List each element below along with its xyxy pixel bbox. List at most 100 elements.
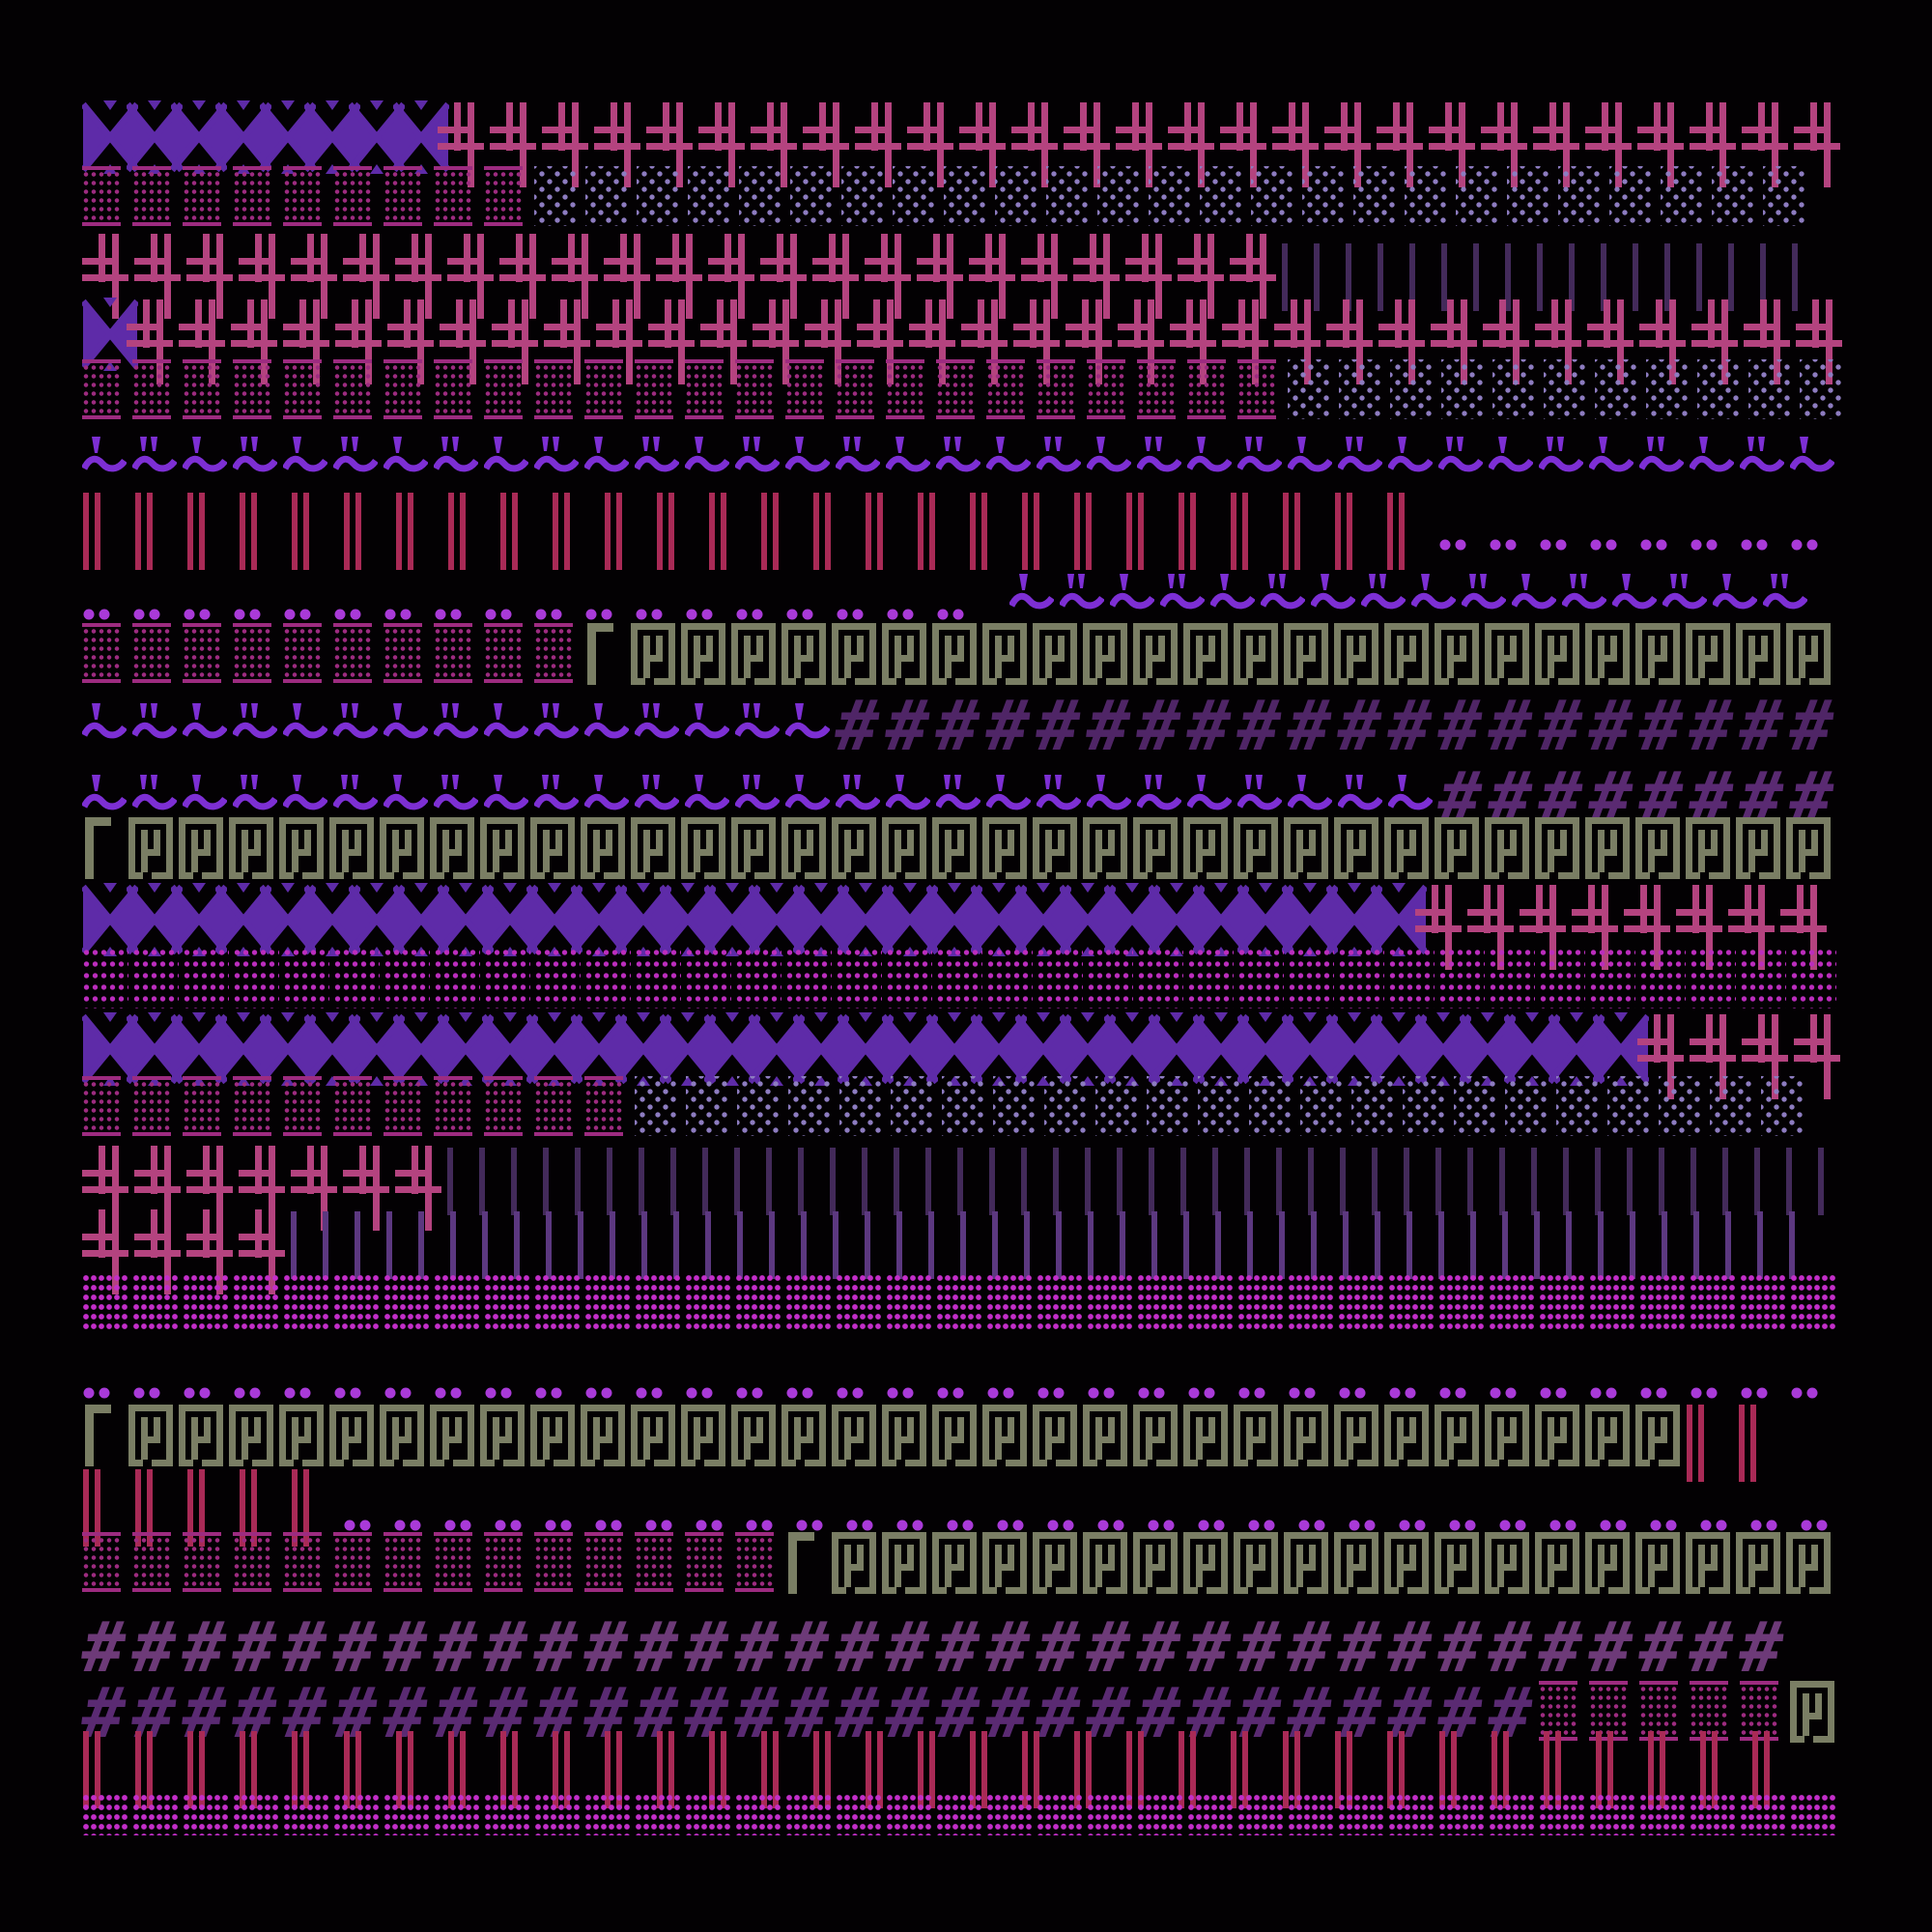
- quote-glyph: [1489, 437, 1533, 473]
- thinbar-glyph: [511, 1148, 517, 1215]
- cross-glyph: [239, 1144, 285, 1233]
- sparse-glyph: [1544, 359, 1586, 419]
- glyph-row-11: # # # # # # # # # # # # # # # # # # # #: [82, 685, 1840, 766]
- dense-glyph: [283, 166, 322, 226]
- dotpair-glyph: [886, 1385, 915, 1401]
- thinbar-glyph: [1473, 243, 1479, 311]
- sparse-glyph: [1661, 166, 1703, 226]
- dblbar-glyph: [186, 1731, 206, 1808]
- dblbar-glyph: [134, 493, 154, 570]
- maze-glyph: [1384, 1532, 1429, 1594]
- dotpair-glyph: [283, 1385, 312, 1401]
- maze-glyph: [882, 1532, 926, 1594]
- brightsmall-glyph: [1690, 1793, 1736, 1835]
- hash-glyph: #: [1735, 1606, 1788, 1688]
- glyph-row-18: [82, 1144, 1850, 1233]
- brightsmall-glyph: [1237, 1793, 1284, 1835]
- cross-glyph: [438, 100, 484, 189]
- thinbar-glyph: [1024, 1211, 1030, 1279]
- cross-glyph: [1467, 883, 1514, 972]
- glyph-row-1: [82, 100, 1846, 189]
- dotpair-glyph: [1388, 1385, 1417, 1401]
- maze-glyph: [832, 1405, 876, 1466]
- cross-glyph: [387, 298, 434, 386]
- hash-glyph: #: [1584, 1606, 1637, 1688]
- quote-glyph: [1060, 574, 1104, 611]
- sparse-glyph: [1353, 166, 1396, 226]
- bowtie-glyph: [82, 298, 138, 371]
- thinbar-glyph: [450, 1211, 456, 1279]
- cross-glyph: [447, 232, 494, 321]
- sparse-glyph: [790, 166, 833, 226]
- bright-glyph: [132, 1273, 179, 1333]
- bright-glyph: [1338, 1273, 1384, 1333]
- dotpair-glyph: [132, 1385, 161, 1401]
- quote-glyph: [735, 703, 780, 740]
- quote-glyph: [1288, 775, 1332, 811]
- dotpair-glyph: [996, 1518, 1025, 1533]
- thinbar-glyph: [1531, 1148, 1537, 1215]
- sparse-glyph: [737, 1076, 780, 1136]
- quote-glyph: [635, 437, 679, 473]
- brightsmall-glyph: [986, 1793, 1033, 1835]
- quote-glyph: [384, 775, 428, 811]
- maze-glyph: [1334, 817, 1378, 879]
- dense-glyph: [384, 1076, 422, 1136]
- dblbar-glyph: [1021, 1731, 1040, 1808]
- medium-glyph: [434, 947, 480, 1009]
- thinbar-glyph: [1085, 1148, 1091, 1215]
- thinbar-glyph: [1563, 1148, 1569, 1215]
- dotpair-glyph: [1338, 1385, 1367, 1401]
- maze-glyph: [430, 1405, 474, 1466]
- thinbar-glyph: [989, 1148, 995, 1215]
- quote-glyph: [434, 437, 478, 473]
- quote-glyph: [183, 703, 227, 740]
- thinbar-glyph: [1441, 243, 1447, 311]
- dblbar-glyph: [1125, 1731, 1145, 1808]
- quote-glyph: [1512, 574, 1556, 611]
- cross-glyph: [1639, 298, 1686, 386]
- maze-glyph: [982, 1532, 1027, 1594]
- medium-glyph: [534, 947, 581, 1009]
- thinbar-glyph: [1372, 1148, 1378, 1215]
- thinbar-glyph: [1598, 1211, 1604, 1279]
- maze-glyph: [932, 817, 977, 879]
- dense-glyph: [484, 623, 523, 683]
- thinbar-glyph: [610, 1211, 615, 1279]
- quote-glyph: [534, 775, 579, 811]
- cross-glyph: [1378, 298, 1425, 386]
- maze-glyph: [1083, 1405, 1127, 1466]
- hash-glyph: #: [881, 685, 934, 766]
- quote-glyph: [1462, 574, 1506, 611]
- cross-glyph: [239, 232, 285, 321]
- thinbar-glyph: [1346, 243, 1351, 311]
- cross-glyph: [82, 1208, 128, 1296]
- sparse-glyph: [1761, 1076, 1804, 1136]
- dblbar-glyph: [499, 1731, 519, 1808]
- cross-glyph: [594, 100, 640, 189]
- sparse-glyph: [1339, 359, 1381, 419]
- thinbar-glyph: [1722, 1148, 1728, 1215]
- dense-glyph: [434, 1076, 472, 1136]
- quote-glyph: [836, 775, 880, 811]
- dotpair-glyph: [785, 607, 814, 622]
- maze-glyph: [1234, 817, 1278, 879]
- dotpair-glyph: [1539, 1385, 1568, 1401]
- sparse-glyph: [1405, 166, 1447, 226]
- hash-glyph: #: [1634, 685, 1688, 766]
- sparse-glyph: [1456, 166, 1498, 226]
- bright-glyph: [886, 1273, 932, 1333]
- quote-glyph: [434, 703, 478, 740]
- dense-glyph: [82, 623, 121, 683]
- sparse-glyph: [1763, 166, 1805, 226]
- quote-glyph: [1037, 775, 1081, 811]
- thinbar-glyph: [1664, 243, 1670, 311]
- brightsmall-glyph: [1539, 1793, 1585, 1835]
- cross-glyph: [134, 1208, 181, 1296]
- dotpair-glyph: [434, 1385, 463, 1401]
- brightsmall-glyph: [836, 1793, 882, 1835]
- dense-glyph: [1690, 1681, 1728, 1741]
- cross-glyph: [1013, 298, 1060, 386]
- maze-glyph: [1334, 1405, 1378, 1466]
- hash-glyph: #: [1434, 685, 1487, 766]
